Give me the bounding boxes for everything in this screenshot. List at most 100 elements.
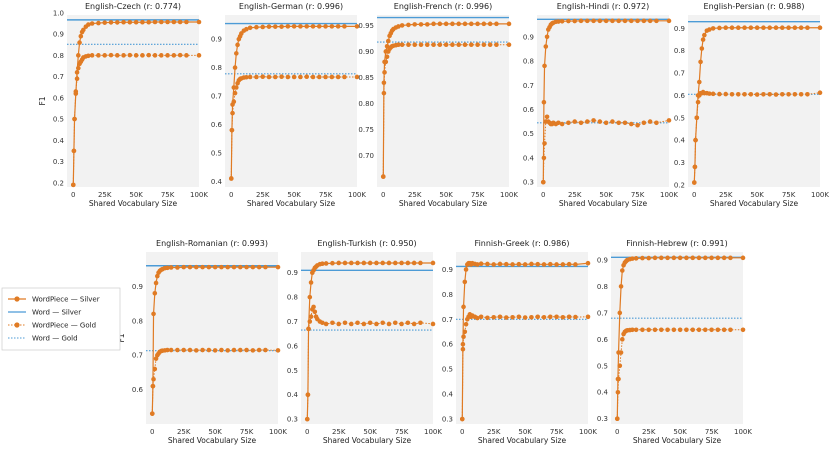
panel-2: English-German (r: 0.996) 0.4 0.5 0.6 0.7 0.8… (211, 2, 367, 208)
x-tick-label: 75K (631, 191, 645, 199)
y-tick-label: 0.7 (132, 352, 143, 360)
y-tick-label: 0.5 (523, 130, 534, 138)
wordpiece-gold-point (228, 176, 234, 181)
wordpiece-silver-point (392, 260, 398, 266)
wordpiece-gold-point (591, 118, 596, 123)
wordpiece-silver-point (254, 24, 259, 30)
wordpiece-gold-point (817, 90, 823, 96)
y-tick-label: 0.3 (674, 159, 685, 167)
legend: WordPiece — Silver Word — Silver WordPie… (1, 287, 121, 351)
x-tick-label: 25K (719, 191, 733, 199)
wordpiece-silver-point (578, 18, 584, 24)
wordpiece-gold-point (418, 320, 423, 326)
wordpiece-gold-point (158, 53, 164, 58)
wordpiece-silver-point (348, 260, 354, 266)
plot-background (146, 252, 278, 424)
wordpiece-gold-point (792, 91, 798, 97)
y-tick-label: 0.8 (53, 52, 64, 60)
wordpiece-silver-point (146, 19, 152, 25)
wordpiece-gold-point (354, 74, 360, 80)
panel-title: English-Hindi (r: 0.972) (557, 2, 649, 11)
wordpiece-silver-point (699, 46, 705, 51)
wordpiece-gold-point (165, 347, 170, 353)
x-tick-label: 75K (161, 191, 175, 199)
wordpiece-silver-point (786, 25, 791, 31)
wordpiece-silver-point (491, 262, 497, 267)
wordpiece-silver-point (367, 260, 373, 266)
y-tick-label: 0.8 (523, 58, 534, 66)
wordpiece-gold-point (665, 327, 670, 333)
y-tick-label: 0.5 (674, 114, 685, 122)
wordpiece-silver-point (260, 24, 266, 30)
wordpiece-silver-point (702, 32, 707, 38)
wordpiece-gold-point (620, 337, 625, 342)
wordpiece-gold-point (761, 91, 766, 97)
wordpiece-silver-point (728, 255, 733, 261)
wordpiece-silver-point (76, 53, 81, 58)
panel-4: English-Hindi (r: 0.972) 0.3 0.4 0.5 0.6 0.7 0… (523, 2, 679, 208)
legend-label-word-gold: Word — Gold (32, 335, 78, 343)
wordpiece-gold-point (481, 42, 487, 48)
wordpiece-gold-point (615, 389, 621, 395)
wordpiece-silver-point (181, 264, 187, 270)
wordpiece-silver-point (618, 284, 624, 289)
wordpiece-gold-point (70, 182, 76, 188)
wordpiece-gold-point (405, 320, 411, 326)
wordpiece-gold-point (263, 347, 268, 353)
x-axis-label: Shared Vocabulary Size (633, 436, 722, 445)
wordpiece-silver-point (424, 22, 430, 27)
wordpiece-silver-point (412, 22, 418, 27)
y-tick-label: 0.4 (287, 391, 299, 399)
wordpiece-gold-point (381, 90, 387, 96)
y-tick-label: 0.5 (287, 367, 298, 375)
wordpiece-gold-point (622, 120, 628, 126)
wordpiece-gold-point (430, 321, 436, 327)
wordpiece-gold-point (114, 53, 120, 58)
wordpiece-gold-point (152, 366, 158, 372)
plot-background (611, 252, 743, 424)
wordpiece-gold-point (320, 320, 325, 326)
y-tick-label: 0.6 (442, 341, 454, 349)
y-tick-label: 0.9 (442, 266, 453, 274)
x-axis-label: Shared Vocabulary Size (559, 199, 648, 208)
wordpiece-gold-point (717, 91, 722, 97)
x-tick-label: 0 (229, 191, 233, 199)
wordpiece-silver-point (462, 21, 468, 27)
x-tick-label: 0 (541, 191, 545, 199)
panel-7: English-Turkish (r: 0.950) 0.3 0.4 0.5 0.6 0.… (287, 239, 443, 445)
wordpiece-gold-point (666, 118, 672, 123)
x-axis-label: Shared Vocabulary Size (710, 199, 799, 208)
wordpiece-gold-point (304, 74, 310, 79)
y-axis-label: F1 (38, 96, 47, 105)
y-tick-label: 0.8 (132, 317, 143, 325)
wordpiece-silver-point (418, 260, 423, 266)
wordpiece-silver-point (89, 21, 95, 26)
panel-8: Finnish-Greek (r: 0.986) 0.3 0.4 0.5 0.6 0.7 0… (442, 239, 598, 445)
wordpiece-gold-point (692, 164, 698, 170)
wordpiece-silver-point (196, 19, 202, 25)
wordpiece-silver-point (506, 21, 512, 27)
wordpiece-silver-point (285, 24, 291, 29)
wordpiece-silver-point (635, 18, 640, 24)
wordpiece-gold-point (219, 347, 224, 353)
wordpiece-gold-point (418, 42, 424, 48)
wordpiece-gold-point (618, 350, 624, 355)
wordpiece-gold-point (86, 53, 91, 59)
wordpiece-silver-point (622, 18, 628, 24)
wordpiece-gold-point (691, 180, 697, 185)
y-tick-label: 0.3 (53, 158, 64, 166)
wordpiece-silver-point (620, 268, 625, 273)
wordpiece-gold-point (304, 416, 310, 422)
wordpiece-gold-point (146, 52, 152, 58)
wordpiece-silver-point (310, 24, 316, 29)
y-tick-label: 0.9 (674, 25, 685, 33)
wordpiece-gold-point (544, 114, 550, 120)
wordpiece-silver-point (554, 262, 559, 267)
wordpiece-gold-point (177, 52, 183, 58)
wordpiece-gold-point (355, 320, 360, 326)
wordpiece-silver-point (463, 267, 469, 272)
wordpiece-silver-point (256, 264, 262, 270)
wordpiece-silver-point (547, 261, 553, 267)
wordpiece-silver-point (597, 18, 603, 24)
wordpiece-silver-point (654, 18, 659, 24)
